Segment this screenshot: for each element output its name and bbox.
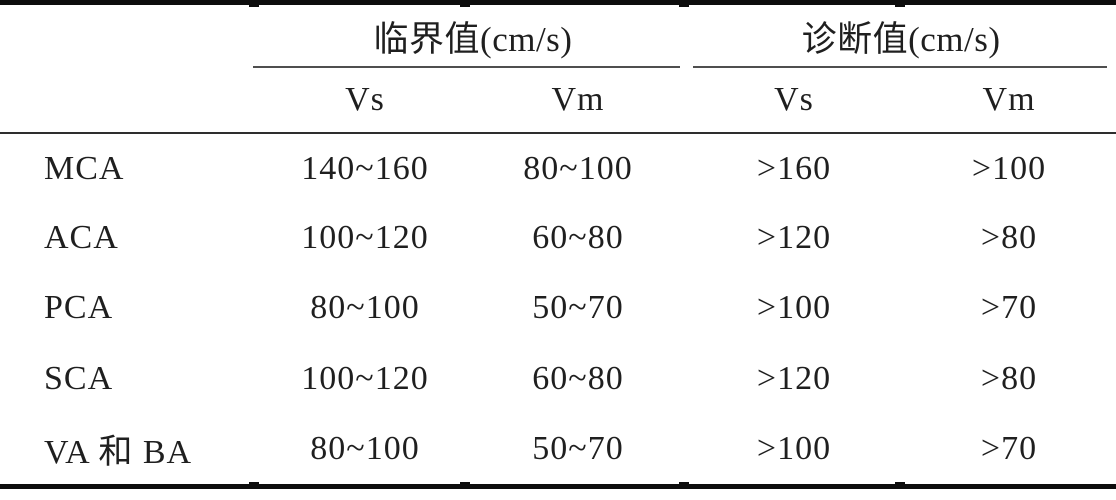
row-label: VA 和 BA (44, 434, 193, 472)
row-label: ACA (44, 219, 119, 257)
cell-value: 80~100 (310, 289, 420, 327)
bottom-rule (0, 484, 1116, 489)
top-rule (0, 0, 1116, 5)
group-header-critical-value: 临界值(cm/s) (252, 5, 686, 68)
table-row-pca: PCA 80~100 50~70 >100 >70 (0, 273, 1116, 343)
cell-value: >70 (980, 429, 1038, 467)
cell-value: >100 (971, 149, 1047, 187)
cell-value: >100 (756, 289, 832, 327)
cell-value: 50~70 (532, 289, 624, 327)
column-tick (460, 482, 470, 489)
column-tick (249, 0, 259, 7)
cell-value: 80~100 (523, 149, 633, 187)
column-tick (679, 0, 689, 7)
table-row-aca: ACA 100~120 60~80 >120 >80 (0, 203, 1116, 273)
cell-value: 100~120 (301, 359, 429, 397)
column-tick (895, 0, 905, 7)
cell-value: 100~120 (301, 219, 429, 257)
table-row-mca: MCA 140~160 80~100 >160 >100 (0, 133, 1116, 203)
column-tick (460, 0, 470, 7)
table-row-va-ba: VA 和 BA 80~100 50~70 >100 >70 (0, 414, 1116, 484)
group-header-row: 临界值(cm/s) 诊断值(cm/s) (0, 5, 1116, 68)
column-tick (895, 482, 905, 489)
row-label: MCA (44, 149, 125, 187)
col-header-vm-diagnostic: Vm (902, 68, 1116, 134)
cell-value: >80 (980, 359, 1038, 397)
cell-value: >120 (756, 219, 832, 257)
col-header-vm-critical: Vm (470, 68, 687, 134)
col-header-vs-diagnostic: Vs (686, 68, 903, 134)
cell-value: >100 (756, 429, 832, 467)
col-header-vs-critical: Vs (260, 68, 470, 134)
sub-header-row: Vs Vm Vs Vm (0, 68, 1116, 134)
row-label: PCA (44, 289, 114, 327)
cell-value: 60~80 (532, 219, 624, 257)
table-row-sca: SCA 100~120 60~80 >120 >80 (0, 344, 1116, 414)
cell-value: 50~70 (532, 429, 624, 467)
cell-value: 80~100 (310, 429, 420, 467)
row-label: SCA (44, 359, 114, 397)
velocity-table: 临界值(cm/s) 诊断值(cm/s) Vs Vm Vs Vm MCA 140~… (0, 5, 1116, 484)
cell-value: 60~80 (532, 359, 624, 397)
cell-value: 140~160 (301, 149, 429, 187)
column-tick (249, 482, 259, 489)
cell-value: >80 (980, 219, 1038, 257)
corner-cell (0, 68, 260, 134)
corner-cell (0, 5, 260, 68)
cell-value: >120 (756, 359, 832, 397)
column-tick (679, 482, 689, 489)
group-header-diagnostic-value: 诊断值(cm/s) (686, 5, 1116, 68)
cell-value: >70 (980, 289, 1038, 327)
cell-value: >160 (756, 149, 832, 187)
